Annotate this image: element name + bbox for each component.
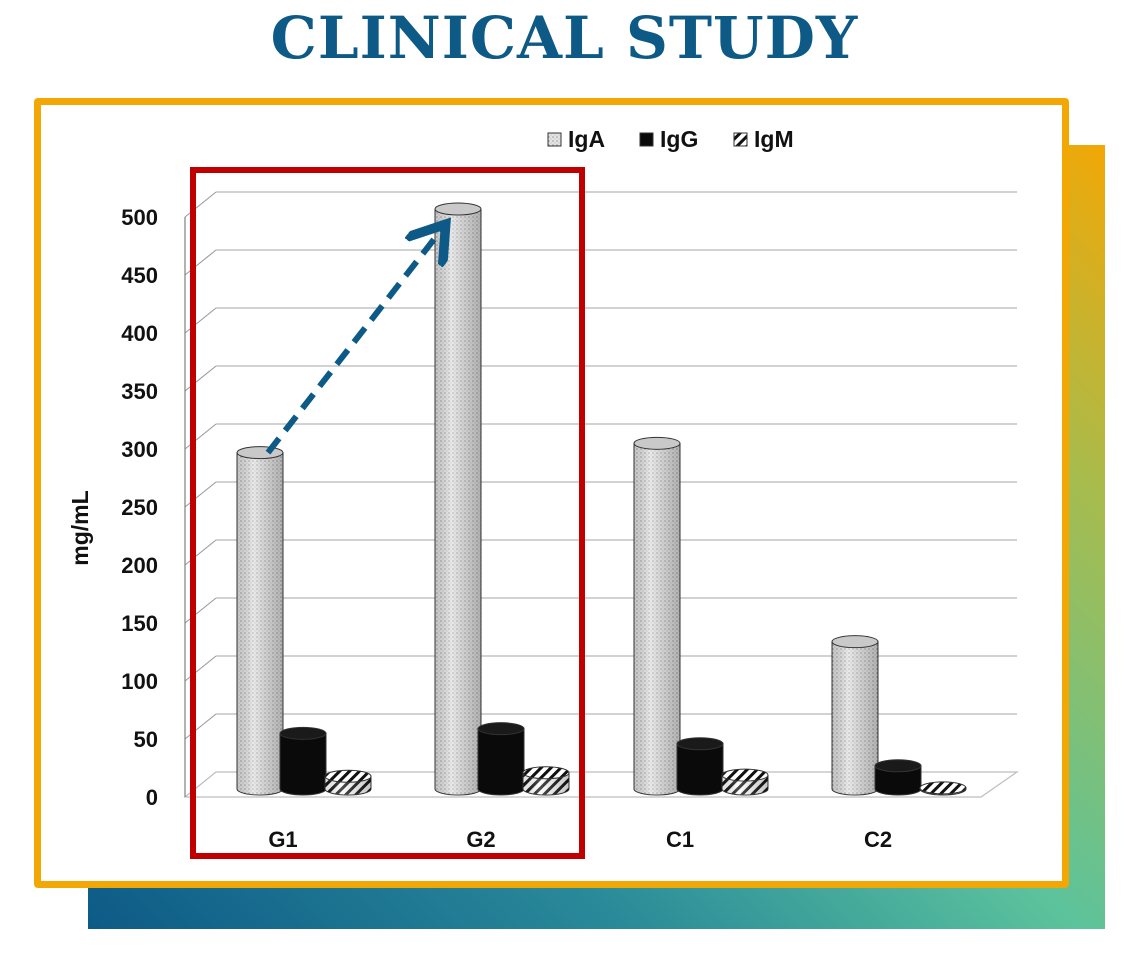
page-title: CLINICAL STUDY: [270, 4, 859, 72]
bar-igg-g2: [477, 722, 525, 796]
y-tick-label: 300: [121, 437, 158, 462]
bar-top: [831, 635, 879, 649]
bar-iga-g1: [236, 446, 284, 796]
gridline-side: [184, 191, 217, 218]
bar-top: [324, 769, 372, 783]
bar-shade: [634, 443, 680, 795]
bar-top: [874, 759, 922, 773]
highlight-box: [190, 167, 585, 859]
bar-top: [919, 781, 967, 795]
legend-swatch-igg: [639, 132, 654, 147]
gridline-side: [184, 481, 217, 508]
x-tick-label: C2: [864, 827, 892, 852]
y-tick-label: 350: [121, 379, 158, 404]
bar-shade: [237, 452, 283, 795]
bar-igm-c2: [919, 781, 967, 796]
bar-igg-c2: [874, 759, 922, 796]
legend-label-igg: IgG: [660, 126, 698, 152]
gridline-side: [184, 539, 217, 566]
dashed-arrow: [265, 229, 442, 455]
bar-top: [236, 446, 284, 460]
bar-top: [633, 436, 681, 450]
chart-frame: [34, 98, 1069, 888]
chart-floor: [183, 771, 1019, 798]
gridline-side: [184, 365, 217, 392]
bar-body: [279, 732, 327, 796]
gridline-side: [184, 597, 217, 624]
bar-top: [721, 768, 769, 782]
bar-shade: [832, 641, 878, 795]
gridline-side: [184, 307, 217, 334]
gridline-side: [184, 249, 217, 276]
bar-top: [434, 202, 482, 216]
legend-label-iga: IgA: [568, 126, 605, 152]
y-tick-label: 500: [121, 205, 158, 230]
bar-iga-c1: [633, 436, 681, 796]
y-tick-label: 450: [121, 263, 158, 288]
bar-top: [522, 766, 570, 780]
y-tick-label: 200: [121, 553, 158, 578]
bar-body: [477, 728, 525, 796]
gridline-side: [184, 713, 217, 740]
y-tick-label: 250: [121, 495, 158, 520]
y-tick-label: 50: [134, 727, 158, 752]
bar-igg-c1: [676, 737, 724, 796]
legend-swatch-igm: [733, 132, 748, 147]
x-tick-label: G2: [466, 827, 495, 852]
bar-top: [676, 737, 724, 751]
bar-iga-g2: [434, 202, 482, 796]
bar-igg-g1: [279, 726, 327, 796]
y-axis-label: mg/mL: [67, 490, 93, 565]
x-tick-label: G1: [268, 827, 297, 852]
bar-top: [477, 722, 525, 736]
bar-igm-g1: [324, 769, 372, 796]
y-tick-label: 100: [121, 669, 158, 694]
bar-iga-c2: [831, 635, 879, 796]
bar-body: [676, 743, 724, 796]
x-tick-label: C1: [666, 827, 694, 852]
y-tick-label: 400: [121, 321, 158, 346]
gridline-side: [184, 423, 217, 450]
bar-top: [279, 726, 327, 740]
bar-igm-g2: [522, 766, 570, 796]
legend-label-igm: IgM: [754, 126, 794, 152]
bar-shade: [435, 209, 481, 795]
y-tick-label: 0: [146, 785, 158, 810]
y-tick-label: 150: [121, 611, 158, 636]
bar-igm-c1: [721, 768, 769, 796]
legend-swatch-iga: [547, 132, 562, 147]
gridline-side: [184, 655, 217, 682]
